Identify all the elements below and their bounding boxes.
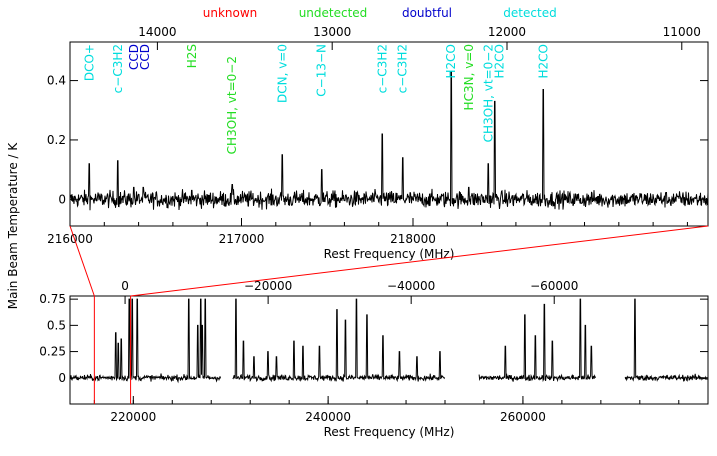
bottom-top-tick-label: −20000 bbox=[244, 279, 292, 293]
top-x-tick-label: 216000 bbox=[47, 232, 93, 246]
line-label: C−13−N bbox=[315, 44, 329, 97]
line-label: H2CO bbox=[492, 44, 506, 78]
line-label: c−C3H2 bbox=[375, 44, 389, 93]
bottom-spectrum-trace bbox=[70, 298, 708, 384]
line-label: c−C3H2 bbox=[111, 44, 125, 93]
line-label: CH3OH, vt=0−2 bbox=[481, 44, 495, 142]
legend: unknown undetected doubtful detected bbox=[203, 6, 557, 20]
top-x-tick-label: 217000 bbox=[219, 232, 265, 246]
top-y-tick-label: 0 bbox=[58, 192, 66, 206]
bottom-frame bbox=[69, 295, 709, 405]
bottom-x-axis-label: Rest Frequency (MHz) bbox=[324, 425, 455, 439]
top-frame bbox=[69, 41, 709, 227]
bottom-top-tick-label: −40000 bbox=[387, 279, 435, 293]
legend-entry: undetected bbox=[299, 6, 368, 20]
bottom-y-tick-label: 0.75 bbox=[39, 292, 66, 306]
legend-entry: unknown bbox=[203, 6, 258, 20]
top-top-tick-label: 11000 bbox=[663, 25, 701, 39]
top-panel: 216000 217000 218000 14000 13000 12000 11000 0 0… bbox=[47, 25, 709, 261]
bottom-panel: 220000 240000 260000 0 −20000 −40000 −60000 0 0.… bbox=[39, 279, 709, 439]
line-label: CCD bbox=[127, 44, 141, 70]
line-label: c−C3H2 bbox=[396, 44, 410, 93]
top-x-axis-label: Rest Frequency (MHz) bbox=[324, 247, 455, 261]
bottom-x-tick-label: 240000 bbox=[305, 410, 351, 424]
line-label: CH3OH, vt=0−2 bbox=[225, 56, 239, 154]
line-label: H2CO bbox=[444, 44, 458, 78]
line-label: HC3N, v=0 bbox=[462, 44, 476, 110]
line-label: DCN, v=0 bbox=[275, 44, 289, 103]
top-y-tick-label: 0.4 bbox=[47, 74, 66, 88]
line-label: DCO+ bbox=[82, 44, 96, 81]
bottom-y-tick-label: 0.25 bbox=[39, 345, 66, 359]
zoom-connectors bbox=[69, 225, 709, 404]
top-spectrum-trace bbox=[70, 71, 708, 211]
bottom-y-tick-label: 0 bbox=[58, 371, 66, 385]
top-y-tick-label: 0.2 bbox=[47, 133, 66, 147]
top-top-tick-label: 14000 bbox=[138, 25, 176, 39]
bottom-x-tick-label: 260000 bbox=[500, 410, 546, 424]
bottom-top-tick-label: 0 bbox=[121, 279, 129, 293]
legend-entry: detected bbox=[503, 6, 556, 20]
bottom-top-tick-label: −60000 bbox=[530, 279, 578, 293]
zoom-connector-left bbox=[69, 225, 95, 297]
legend-entry: doubtful bbox=[402, 6, 452, 20]
line-label: H2S bbox=[185, 44, 199, 68]
line-label: CCD bbox=[138, 44, 152, 70]
top-top-tick-label: 13000 bbox=[313, 25, 351, 39]
top-x-tick-label: 218000 bbox=[390, 232, 436, 246]
top-top-tick-label: 12000 bbox=[488, 25, 526, 39]
zoom-connector-right bbox=[130, 225, 709, 297]
y-axis-label: Main Beam Temperature / K bbox=[6, 142, 20, 310]
bottom-y-tick-label: 0.5 bbox=[47, 318, 66, 332]
bottom-x-tick-label: 220000 bbox=[110, 410, 156, 424]
line-label: H2CO bbox=[536, 44, 550, 78]
